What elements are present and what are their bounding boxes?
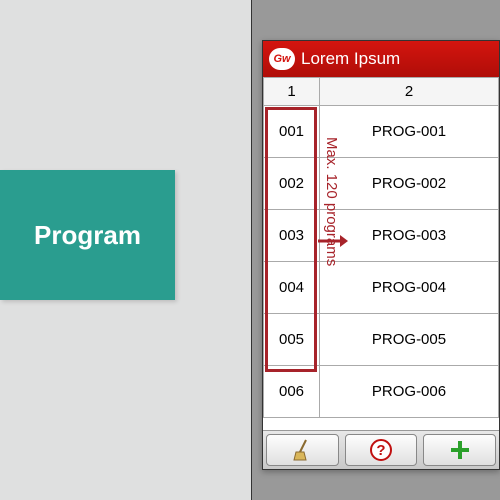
table-row[interactable]: 004PROG-004 xyxy=(264,262,499,314)
brand-logo-icon: Gw xyxy=(269,48,295,70)
col-header-1: 1 xyxy=(264,78,320,106)
broom-icon xyxy=(292,438,312,462)
table-row[interactable]: 002PROG-002 xyxy=(264,158,499,210)
table-row[interactable]: 005PROG-005 xyxy=(264,314,499,366)
add-icon xyxy=(449,439,471,461)
table-row[interactable]: 003PROG-003 xyxy=(264,210,499,262)
table-row[interactable]: 001PROG-001 xyxy=(264,106,499,158)
table-row[interactable]: 006PROG-006 xyxy=(264,366,499,418)
left-panel: Program xyxy=(0,0,252,500)
program-table-wrap: 1 2 001PROG-001 002PROG-002 003PROG-003 … xyxy=(263,77,499,432)
program-tile-label: Program xyxy=(34,220,141,251)
program-table: 1 2 001PROG-001 002PROG-002 003PROG-003 … xyxy=(263,77,499,418)
device-window: Gw Lorem Ipsum 1 2 001PROG-001 002PROG-0… xyxy=(262,40,500,470)
right-panel: Gw Lorem Ipsum 1 2 001PROG-001 002PROG-0… xyxy=(252,0,500,500)
clear-button[interactable] xyxy=(266,434,339,466)
titlebar: Gw Lorem Ipsum xyxy=(263,41,499,77)
help-icon: ? xyxy=(370,439,392,461)
program-tile[interactable]: Program xyxy=(0,170,175,300)
window-title: Lorem Ipsum xyxy=(301,49,400,69)
toolbar: ? xyxy=(263,430,499,469)
svg-text:?: ? xyxy=(376,442,385,459)
help-button[interactable]: ? xyxy=(345,434,418,466)
col-header-2: 2 xyxy=(320,78,499,106)
add-button[interactable] xyxy=(423,434,496,466)
